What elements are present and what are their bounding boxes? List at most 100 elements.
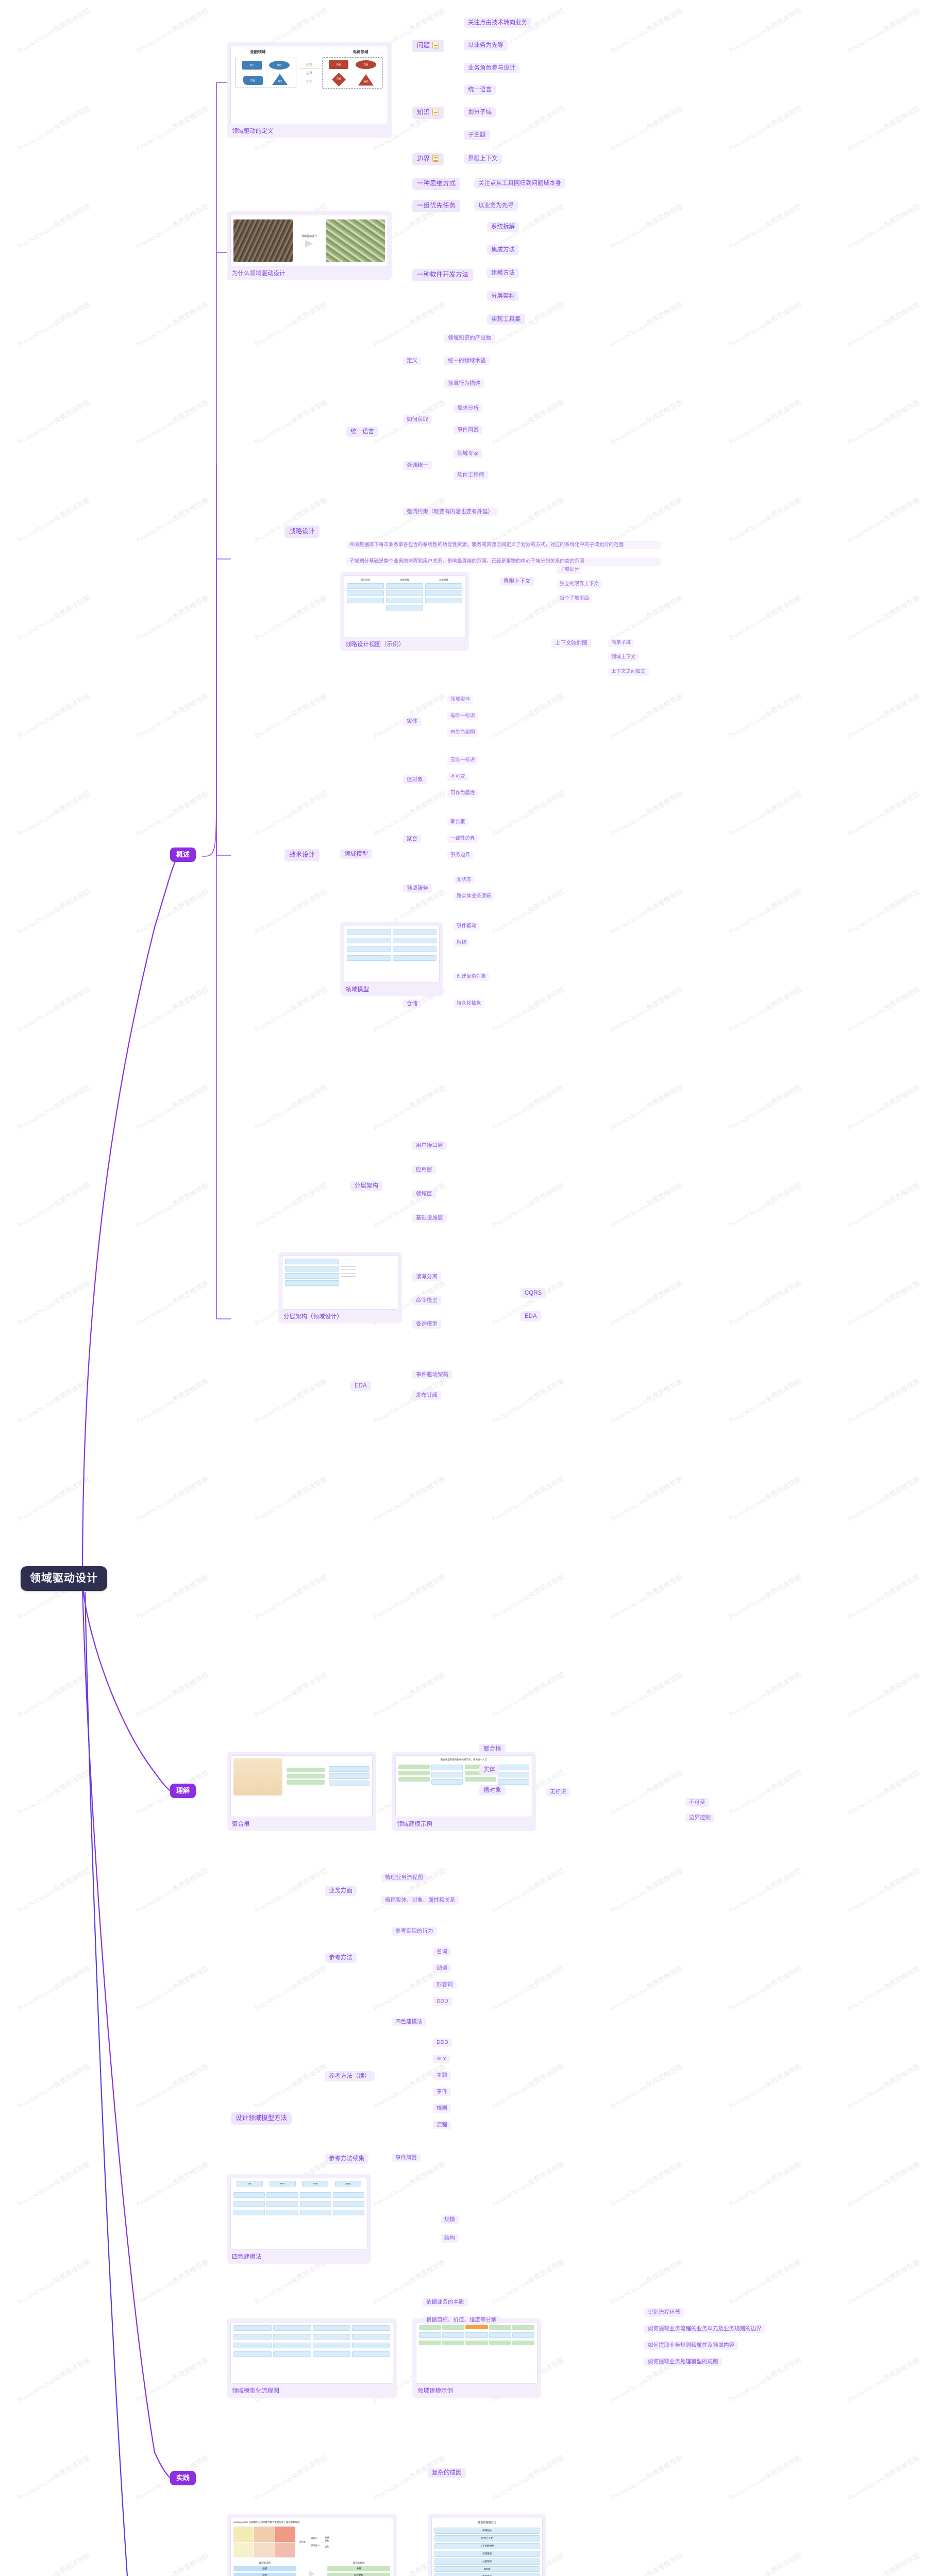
node-problem-c1[interactable]: 关注点由技术转向业务: [464, 18, 531, 28]
node-ubi-constraint[interactable]: 强调约束（既要有内涵也要有外延）: [403, 507, 497, 517]
node-arch-eda[interactable]: EDA: [521, 1311, 541, 1322]
node-valueobject[interactable]: 值对象: [403, 775, 427, 785]
node-ctxmap[interactable]: 上下文映射图: [551, 639, 591, 648]
branch-understand[interactable]: 理解: [170, 1784, 196, 1799]
node-de-s2[interactable]: 解耦: [454, 939, 470, 947]
node-design-method[interactable]: 设计领域模型方法: [231, 2112, 292, 2125]
node-repository[interactable]: 仓储: [403, 999, 421, 1009]
node-cqrs-c1[interactable]: 读写分离: [412, 1273, 441, 1282]
root-node[interactable]: 领域驱动设计: [21, 1566, 107, 1591]
node-biz-c1[interactable]: 梳理业务流程图: [381, 1873, 427, 1883]
node-devmethod-c1[interactable]: 系统拆解: [487, 222, 519, 232]
node-entity-s2[interactable]: 有唯一标识: [447, 712, 478, 720]
node-ubi-def-c2[interactable]: 统一的领域术语: [444, 357, 490, 366]
node-bc-c2[interactable]: 独立的限界上下文: [557, 580, 602, 588]
node-layers[interactable]: 分层架构: [350, 1181, 382, 1192]
node-ubi-def[interactable]: 定义: [403, 357, 421, 366]
node-ubi-def-c3[interactable]: 领域行为描述: [444, 379, 484, 388]
node-priority[interactable]: 一组优先任务: [412, 200, 461, 212]
node-ubi-acq-c1[interactable]: 需求分析: [454, 404, 482, 413]
node-ref-c1[interactable]: 参考实现的行为: [392, 1927, 437, 1936]
node-es-1[interactable]: 依据业务的本质: [423, 2298, 468, 2307]
node-u-3-c2[interactable]: 不可变: [685, 1798, 709, 1807]
node-eda[interactable]: EDA: [350, 1381, 371, 1392]
node-es-2[interactable]: 根据目标、价值、维度等分解: [423, 2316, 500, 2325]
node-priority-c1[interactable]: 以业务为先导: [474, 200, 518, 211]
node-ref2-c7[interactable]: 流程: [433, 2121, 451, 2130]
node-eda-c2[interactable]: 发布订阅: [412, 1391, 441, 1400]
node-ubi-def-c1[interactable]: 领域知识的产出物: [444, 334, 495, 343]
node-ref-c4[interactable]: 形容词: [433, 1980, 457, 1990]
node-devmethod-c5[interactable]: 实现工具集: [487, 314, 525, 325]
node-devmethod[interactable]: 一种软件开发方法: [412, 269, 474, 281]
node-bc-s1[interactable]: 简单子域: [608, 639, 634, 647]
node-bc-s2[interactable]: 领域上下文: [608, 653, 639, 662]
node-problem[interactable]: 问题: [412, 40, 444, 52]
branch-practice[interactable]: 实践: [170, 2471, 196, 2486]
node-ubi-uni-c1[interactable]: 领域专家: [454, 449, 482, 459]
node-entity[interactable]: 实体: [403, 717, 421, 726]
node-ds-s1[interactable]: 无状态: [454, 876, 475, 884]
node-ref-c5[interactable]: DDD: [433, 1997, 452, 2006]
node-strategy[interactable]: 战略设计: [284, 526, 320, 538]
node-ubi-acq-c2[interactable]: 事件风暴: [454, 426, 482, 435]
node-layers-c2[interactable]: 应用层: [412, 1165, 436, 1175]
node-arch-cqrs[interactable]: CQRS: [521, 1288, 546, 1299]
node-domain-model[interactable]: 领域模型: [340, 849, 372, 860]
node-knowledge-c1[interactable]: 统一语言: [464, 84, 496, 95]
node-ubi-acquire[interactable]: 如何获取: [403, 415, 432, 425]
node-knowledge[interactable]: 知识: [412, 107, 444, 119]
node-problem-c3[interactable]: 业务角色参与设计: [464, 63, 519, 74]
node-entity-s3[interactable]: 有生命周期: [447, 728, 478, 737]
node-mindset-c1[interactable]: 关注点从工具回归到问题域本身: [474, 178, 565, 189]
node-mindset[interactable]: 一种思维方式: [412, 178, 461, 190]
node-biz-aspect[interactable]: 业务方面: [325, 1886, 357, 1896]
node-ds-s2[interactable]: 跨实体业务逻辑: [454, 892, 494, 901]
node-ref2-c5[interactable]: 事件: [433, 2088, 451, 2097]
node-ref-c3[interactable]: 动词: [433, 1964, 451, 1973]
node-ref2-c4[interactable]: 主题: [433, 2071, 451, 2080]
node-ref2-c6[interactable]: 规则: [433, 2104, 451, 2113]
node-layers-c1[interactable]: 用户接口层: [412, 1141, 447, 1150]
node-bc-c1[interactable]: 子域划分: [557, 566, 583, 574]
node-devmethod-c2[interactable]: 集成方法: [487, 245, 519, 256]
node-biz-c2[interactable]: 梳理实体、对象、属性和关系: [381, 1896, 459, 1905]
node-boundary[interactable]: 边界: [412, 153, 444, 165]
node-devmethod-c3[interactable]: 建模方法: [487, 268, 519, 279]
node-bc-s3[interactable]: 上下文之间独立: [608, 668, 649, 676]
node-ubi-unify[interactable]: 强调统一: [403, 461, 432, 470]
node-entity-s1[interactable]: 领域实体: [447, 696, 474, 704]
node-fac-s1[interactable]: 创建复杂对象: [454, 973, 490, 981]
node-ref2-c3[interactable]: SLY: [433, 2055, 450, 2064]
node-vo-s1[interactable]: 无唯一标识: [447, 756, 478, 765]
node-ref3-c1[interactable]: 事件风暴: [392, 2154, 421, 2163]
node-es-3[interactable]: 识别流程环节: [644, 2308, 684, 2317]
node-u-1[interactable]: 聚合根: [479, 1744, 506, 1755]
node-ref2-c2[interactable]: DDD: [433, 2038, 452, 2047]
node-u-3-c1[interactable]: 无标识: [546, 1788, 570, 1797]
node-ubiquitous[interactable]: 统一语言: [346, 427, 378, 437]
node-fc-2[interactable]: 结构: [441, 2234, 459, 2243]
node-domainservice[interactable]: 领域服务: [403, 884, 432, 893]
node-tactic[interactable]: 战术设计: [284, 849, 320, 861]
node-ubi-uni-c2[interactable]: 软件工程师: [454, 471, 488, 480]
node-agg-s3[interactable]: 事务边界: [447, 851, 474, 859]
node-fc-1[interactable]: 规模: [441, 2215, 459, 2225]
node-ref-method[interactable]: 参考方法: [325, 1953, 357, 1963]
node-cqrs-c3[interactable]: 查询模型: [412, 1320, 441, 1329]
node-es-4[interactable]: 如何提取业务流程的业务单元及业务规则的边界: [644, 2325, 765, 2334]
node-boundary-c1[interactable]: 界限上下文: [464, 154, 502, 164]
node-ref-method3[interactable]: 参考方法续集: [325, 2154, 368, 2164]
node-ref2-c1[interactable]: 四色建模法: [392, 2018, 426, 2027]
node-eda-c1[interactable]: 事件驱动架构: [412, 1370, 452, 1380]
node-bc[interactable]: 界限上下文: [500, 577, 534, 586]
node-u-3[interactable]: 值对象: [479, 1785, 506, 1796]
node-es-5[interactable]: 如何提取业务规则和属性及领域内容: [644, 2341, 738, 2350]
node-ref-method2[interactable]: 参考方法（续）: [325, 2071, 375, 2082]
node-agg-s2[interactable]: 一致性边界: [447, 835, 478, 843]
node-vo-s2[interactable]: 不可变: [447, 773, 468, 781]
node-u-2[interactable]: 实体: [479, 1765, 499, 1775]
node-vo-s3[interactable]: 可作为属性: [447, 789, 478, 798]
node-aggregate[interactable]: 聚合: [403, 835, 421, 844]
node-de-s1[interactable]: 事件驱动: [454, 922, 480, 930]
